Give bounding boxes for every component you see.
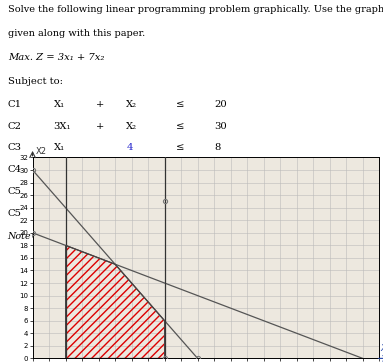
Text: C5: C5 (8, 187, 22, 196)
Text: Max. Z = 3x₁ + 7x₂: Max. Z = 3x₁ + 7x₂ (8, 53, 104, 62)
Text: ≥: ≥ (176, 187, 185, 196)
Text: X₂: X₂ (126, 122, 137, 131)
Text: C2: C2 (8, 122, 22, 131)
Text: C1: C1 (8, 100, 22, 109)
Text: X₂: X₂ (126, 209, 137, 218)
Text: 20: 20 (214, 100, 227, 109)
Text: +: + (96, 100, 104, 109)
Text: ≤: ≤ (176, 100, 185, 109)
Text: X₁: X₁ (54, 143, 65, 152)
Text: X₂: X₂ (126, 100, 137, 109)
Text: 0: 0 (54, 209, 60, 218)
Text: Solve the following linear programming problem graphically. Use the graph paper: Solve the following linear programming p… (8, 5, 383, 14)
Text: 0: 0 (214, 187, 221, 196)
Text: ≤: ≤ (176, 122, 185, 131)
Text: X₁: X₁ (54, 187, 65, 196)
Text: given along with this paper.: given along with this paper. (8, 29, 145, 38)
Text: C4: C4 (8, 165, 22, 174)
Text: ≥: ≥ (176, 165, 185, 174)
Text: 10: 10 (126, 165, 139, 174)
Text: X₁: X₁ (54, 100, 65, 109)
Text: 8: 8 (214, 143, 221, 152)
Text: 30: 30 (214, 122, 227, 131)
Text: +: + (96, 122, 104, 131)
Text: X₁: X₁ (54, 165, 65, 174)
Text: C3: C3 (8, 143, 22, 152)
Text: 4: 4 (126, 143, 133, 152)
Text: X2: X2 (36, 147, 47, 156)
Text: Note® You can read approximate values of x₁ and   x₂ in the graph.: Note® You can read approximate values of… (8, 232, 332, 241)
Text: 0: 0 (126, 187, 133, 196)
Text: X1: X1 (381, 344, 383, 353)
Text: 0: 0 (214, 209, 221, 218)
Text: C5: C5 (8, 209, 22, 218)
Text: 2: 2 (214, 165, 221, 174)
Text: Subject to:: Subject to: (8, 77, 63, 86)
Text: ≥: ≥ (176, 209, 185, 218)
Text: 3X₁: 3X₁ (54, 122, 71, 131)
Text: ≤: ≤ (176, 143, 185, 152)
